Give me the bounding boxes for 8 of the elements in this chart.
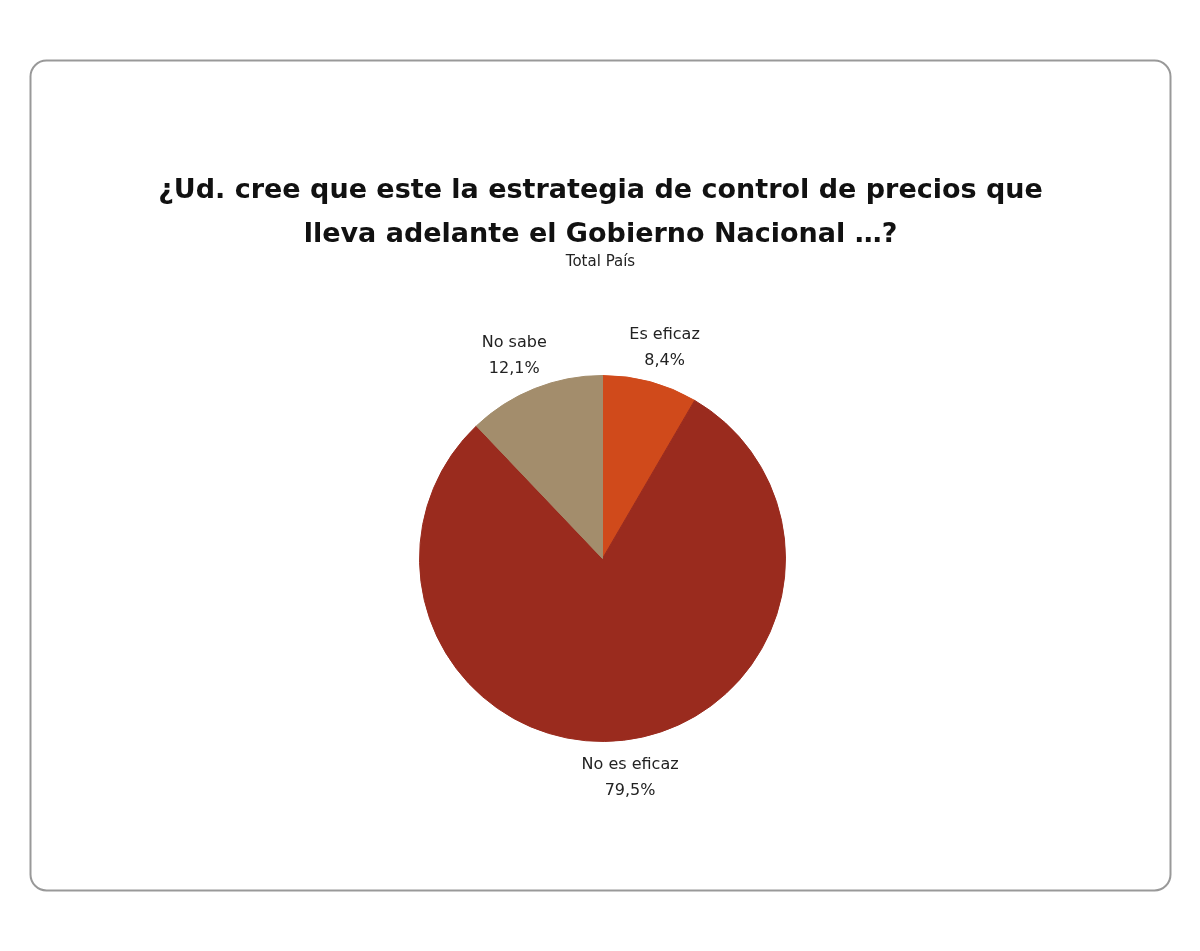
slice-label: No sabe [481, 332, 547, 352]
slice-label: Es eficaz [629, 324, 700, 343]
data-label: 79,5% [604, 780, 656, 800]
data-label: 8,4% [644, 350, 685, 369]
chart-subtitle: Total País [564, 251, 636, 270]
data-label: 12,1% [488, 358, 540, 378]
slice-label: No es eficaz [581, 754, 679, 774]
chart-title: ¿Ud. cree que este la estrategia de control de precios que lleva adelante el Gobierno Nacional …? [158, 173, 1043, 248]
